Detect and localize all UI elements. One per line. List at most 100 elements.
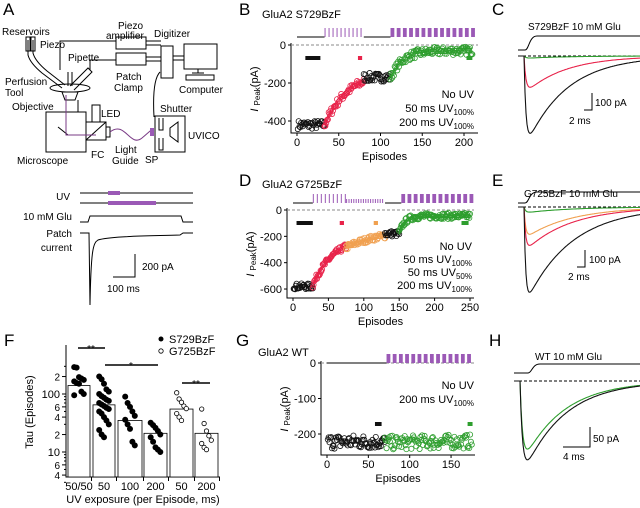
uv-stim-pulse — [316, 194, 318, 203]
label-tool: Tool — [5, 88, 23, 99]
tau-point — [73, 364, 80, 371]
data-point — [394, 67, 401, 74]
uv-stim-pulse — [372, 199, 374, 203]
tau-point — [150, 438, 157, 445]
label-objective: Objective — [12, 102, 54, 113]
data-point — [429, 51, 436, 58]
tau-point — [201, 420, 207, 427]
uv-stim-pulse — [427, 28, 432, 37]
data-point — [405, 217, 412, 224]
data-point — [344, 442, 351, 449]
tau-point — [105, 406, 112, 413]
legend-open-marker — [158, 348, 164, 354]
panel-letter-a: A — [3, 0, 15, 19]
uv-pulse-short — [108, 191, 120, 195]
data-point — [371, 77, 378, 84]
data-point — [383, 445, 390, 452]
tau-point — [183, 406, 189, 412]
data-point — [309, 284, 316, 291]
data-point — [372, 433, 379, 440]
tau-point — [131, 412, 138, 419]
panel-g-title: GluA2 WT — [258, 347, 309, 359]
panel-c-scale-x: 2 ms — [569, 116, 591, 127]
tau-point — [131, 442, 138, 449]
data-point — [335, 433, 342, 440]
panel-letter-e: E — [492, 171, 503, 190]
data-point — [330, 443, 337, 450]
label-pipette: Pipette — [68, 53, 100, 64]
data-point — [451, 214, 458, 221]
data-point — [395, 443, 402, 450]
data-point — [369, 77, 376, 84]
y-tick-label: 100 — [42, 389, 60, 401]
legend-entry: 200 ms UV100% — [397, 280, 472, 294]
scale-bar — [113, 254, 136, 278]
tau-point — [96, 426, 103, 433]
y-tick-label: -200 — [260, 231, 282, 243]
panel-b-title: GluA2 S729BzF — [262, 9, 341, 21]
current-trace-black — [518, 55, 640, 135]
data-point — [442, 433, 449, 440]
analysis-window-marker — [339, 221, 344, 225]
uv-stim-pulse — [344, 28, 346, 37]
data-point — [466, 214, 473, 221]
uv-stim-pulse — [450, 194, 455, 203]
x-tick-label: 0 — [324, 459, 330, 471]
uv-stim-pulse — [352, 28, 354, 37]
y-tick-label: 2 — [54, 431, 60, 442]
data-point — [357, 442, 364, 449]
uv-stim-pulse — [432, 194, 437, 203]
x-tick-label: 0 — [294, 137, 300, 149]
tau-point — [203, 428, 210, 434]
data-point — [324, 117, 331, 124]
tau-point — [203, 446, 210, 453]
uv-stim-pulse — [350, 199, 352, 203]
uv-stim-pulse — [320, 194, 322, 203]
uv-stim-pulse — [336, 28, 338, 37]
led-icon — [91, 104, 101, 123]
data-point — [367, 440, 374, 447]
current-trace-red — [518, 206, 640, 246]
legend-entry: No UV — [442, 89, 475, 101]
y-axis-label: I Peak(pA) — [279, 386, 292, 431]
data-point — [460, 445, 467, 452]
stage — [49, 83, 91, 93]
legend-entry: 50 ms UV100% — [405, 103, 474, 117]
uv-stim-pulse — [336, 194, 338, 203]
uv-stim-pulse — [340, 28, 342, 37]
data-point — [435, 444, 442, 451]
uv-stim-pulse — [429, 354, 434, 363]
data-point — [375, 70, 382, 77]
data-point — [443, 432, 450, 439]
x-tick-label: 50 — [175, 481, 187, 493]
bar — [67, 385, 91, 478]
uv-stim-pulse — [415, 28, 420, 37]
legend-g725bzf: G725BzF — [169, 346, 216, 358]
x-tick-label: 200 — [425, 302, 443, 314]
sig-label-1: ** — [87, 344, 95, 355]
label-amplifier: amplifier — [106, 31, 144, 42]
data-point — [440, 215, 447, 222]
data-point — [390, 446, 397, 453]
data-point — [417, 434, 424, 441]
tau-point — [178, 417, 185, 424]
tau-point — [71, 392, 78, 399]
uv-stim-pulse — [348, 28, 350, 37]
data-point — [322, 122, 329, 129]
current-trace-green — [518, 55, 640, 59]
data-point — [357, 444, 364, 451]
uv-stim-pulse — [438, 194, 443, 203]
label-reservoirs: Reservoirs — [2, 27, 50, 38]
current-trace-orange — [518, 206, 640, 235]
uv-stim-pulse — [471, 28, 475, 37]
uv-stim-pulse — [367, 199, 369, 203]
y-tick-label: 0 — [276, 205, 282, 217]
y-axis-label: I Peak(pA) — [249, 66, 262, 111]
uv-stim-pulse — [365, 199, 367, 203]
uv-stim-pulse — [409, 28, 413, 37]
tau-point — [157, 431, 164, 438]
tau-point — [122, 393, 129, 400]
x-tick-label: 50 — [322, 302, 334, 314]
data-point — [344, 87, 351, 94]
glu-application-trace — [514, 363, 640, 374]
